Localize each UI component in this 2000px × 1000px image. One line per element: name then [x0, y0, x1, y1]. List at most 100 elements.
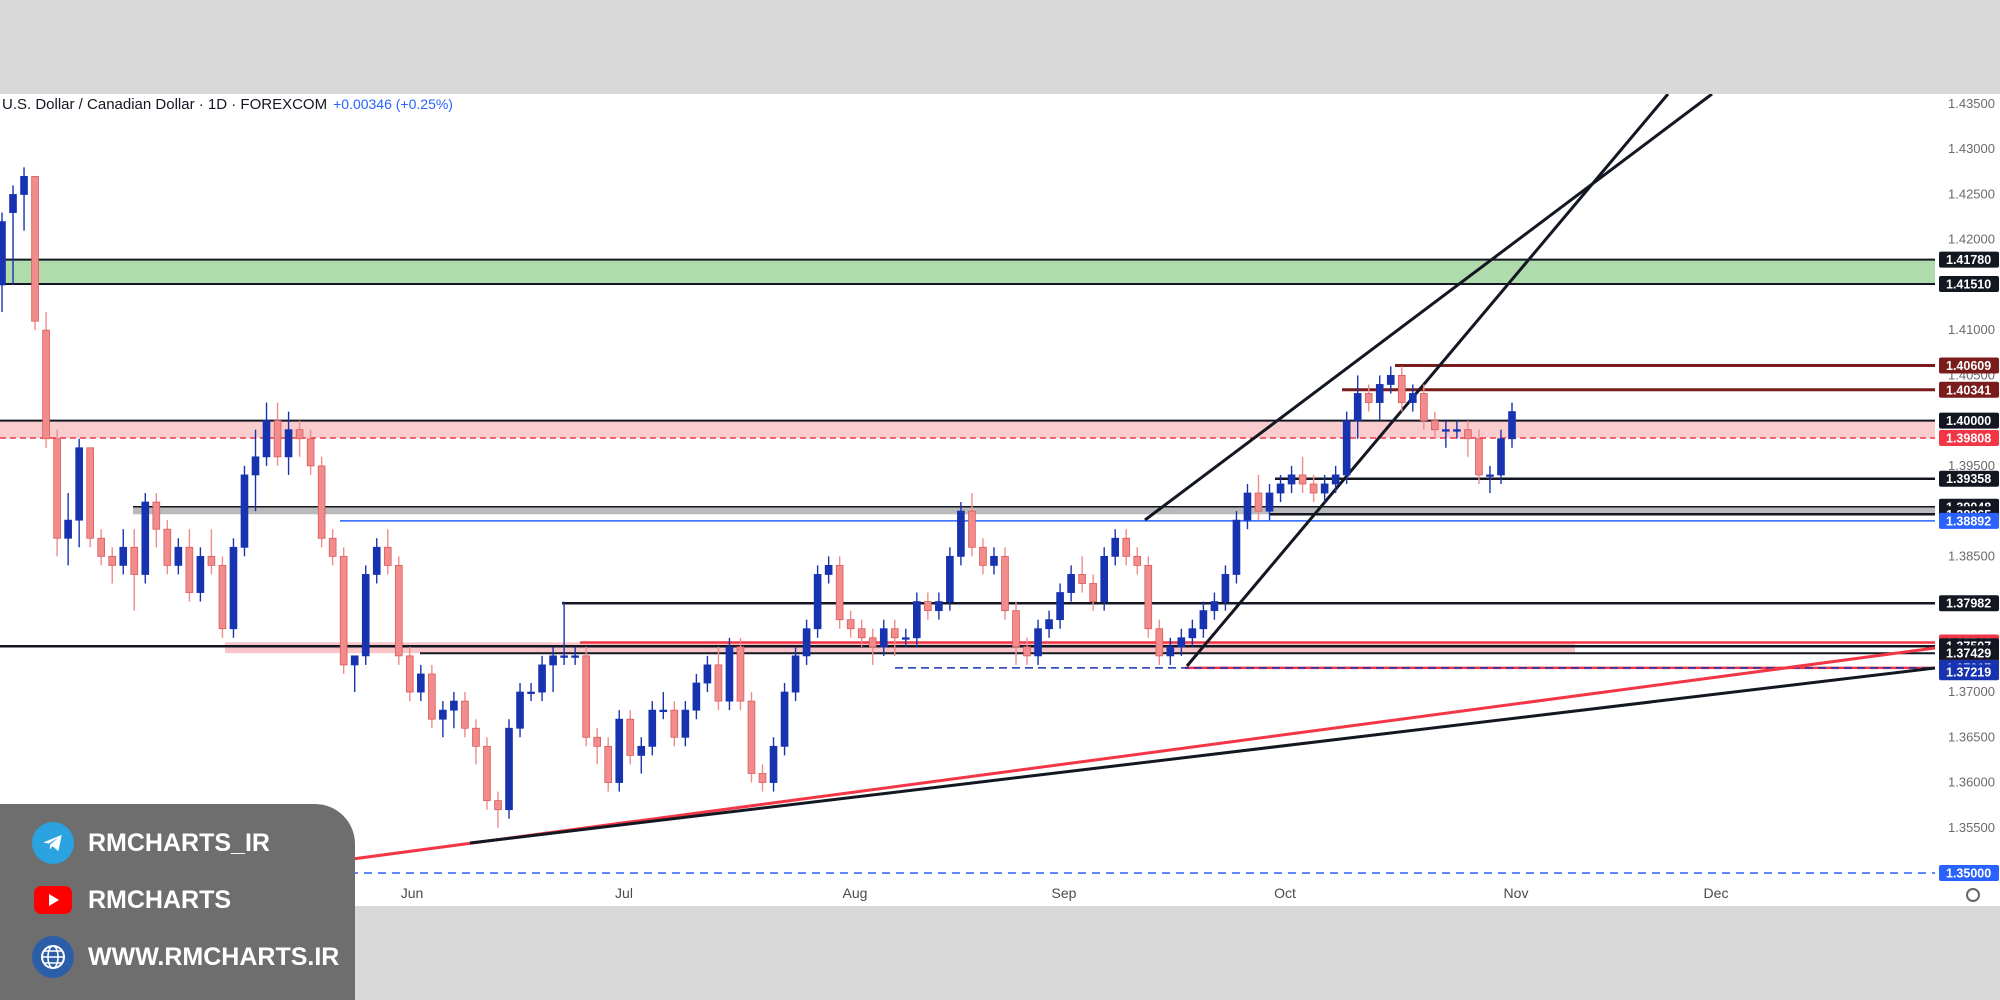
candle-body [538, 664, 546, 693]
youtube-icon [32, 879, 74, 921]
candle-body [516, 691, 524, 729]
candle-body [791, 655, 800, 693]
y-tick-label: 1.38500 [1948, 548, 1995, 563]
website-row[interactable]: WWW.RMCHARTS.IR [32, 936, 339, 978]
candle-body [890, 628, 899, 639]
y-tick-label: 1.35500 [1948, 820, 1995, 835]
candle-body [681, 709, 690, 738]
candle-body [196, 555, 205, 593]
candle-body [372, 546, 381, 575]
youtube-row[interactable]: RMCHARTS [32, 879, 231, 921]
candle-body [494, 800, 502, 811]
candle-body [152, 501, 161, 530]
candle-body [0, 221, 6, 286]
candle-body [64, 519, 72, 539]
candle-body [1331, 474, 1340, 485]
price-tag [1939, 430, 1999, 447]
candle-body [97, 537, 106, 557]
candle-body [1067, 574, 1075, 593]
candle-body [1486, 474, 1494, 477]
price-tag [1939, 470, 1999, 487]
price-tag-label: 1.39808 [1946, 432, 1991, 446]
candle-body [527, 691, 535, 694]
candle-body [1320, 483, 1329, 494]
price-tag-label: 1.37219 [1946, 666, 1991, 680]
symbol-title: U.S. Dollar / Canadian Dollar · 1D · FOR… [2, 96, 328, 113]
price-tag-label: 1.37429 [1946, 647, 1991, 661]
candle-body [251, 456, 260, 476]
candle-body [1276, 483, 1285, 494]
candle-body [163, 528, 172, 566]
candle-body [714, 664, 723, 702]
candle-body [979, 546, 987, 566]
candle-body [262, 420, 271, 458]
price-tag-label: 1.39358 [1946, 472, 1991, 486]
candle-body [1232, 519, 1241, 575]
candle-body [428, 673, 436, 720]
telegram-icon [32, 822, 74, 864]
candle-body [1045, 619, 1053, 630]
candle-body [450, 700, 458, 711]
support_zone [0, 259, 1935, 285]
candle-body [769, 745, 778, 783]
price-tag-label: 1.35000 [1946, 867, 1991, 881]
chart-area[interactable] [0, 94, 2000, 906]
candle-body [901, 637, 910, 640]
y-tick-label: 1.36000 [1948, 775, 1995, 790]
candle-body [670, 709, 679, 738]
candle-body [604, 745, 613, 783]
candle-body [141, 501, 150, 575]
candle-body [802, 628, 811, 657]
candle-body [229, 546, 238, 630]
candle-body [405, 655, 414, 693]
chart-plot[interactable]: 1.435001.430001.425001.420001.415001.410… [0, 94, 2000, 906]
globe-icon [32, 936, 74, 978]
candle-body [1122, 537, 1131, 557]
candle-body [1188, 628, 1197, 639]
candle-body [130, 546, 139, 575]
candle-body [1397, 375, 1406, 403]
price-tag [1939, 357, 1999, 374]
candle-body [1453, 429, 1461, 432]
support-band [225, 642, 1575, 654]
candle-body [1243, 492, 1252, 521]
price-tag [1939, 595, 1999, 612]
trendline-black [1185, 94, 1670, 667]
candle-body [924, 601, 932, 612]
candle-body [990, 555, 998, 566]
candle-body [339, 555, 348, 666]
trendline-black [469, 666, 1936, 845]
candle-body [957, 510, 965, 557]
candle-body [1166, 646, 1175, 657]
candle-body [857, 628, 866, 639]
price-tag-label: 1.40341 [1946, 383, 1991, 397]
price-tag-label: 1.38892 [1946, 514, 1991, 528]
social-panel: RMCHARTS_IR RMCHARTS WWW.RMCHARTS.IR [0, 804, 355, 1000]
candle-body [582, 655, 590, 738]
candle-body [1144, 564, 1153, 630]
candle-body [185, 546, 194, 593]
price-tag [1939, 412, 1999, 429]
telegram-row[interactable]: RMCHARTS_IR [32, 822, 270, 864]
candle-body [868, 637, 877, 648]
price-tag-label: 1.41510 [1946, 278, 1991, 292]
candle-body [108, 555, 117, 566]
price-change: +0.00346 (+0.25%) [333, 96, 453, 112]
candle-body [879, 628, 888, 648]
candle-body [1265, 492, 1274, 512]
candle-body [1023, 646, 1031, 657]
candle-body [1508, 411, 1516, 440]
candle-body [1475, 438, 1483, 476]
candle-body [472, 727, 480, 747]
candle-body [1298, 474, 1307, 485]
candle-body [1034, 628, 1042, 657]
candle-body [549, 655, 557, 666]
candle-body [1221, 574, 1230, 602]
candle-body [1353, 393, 1362, 422]
candle-body [703, 664, 712, 684]
telegram-handle: RMCHARTS_IR [88, 828, 270, 857]
candle-body [1431, 420, 1439, 431]
candle-body [1420, 393, 1428, 422]
candle-body [1408, 393, 1417, 403]
candle-body [1309, 483, 1318, 494]
